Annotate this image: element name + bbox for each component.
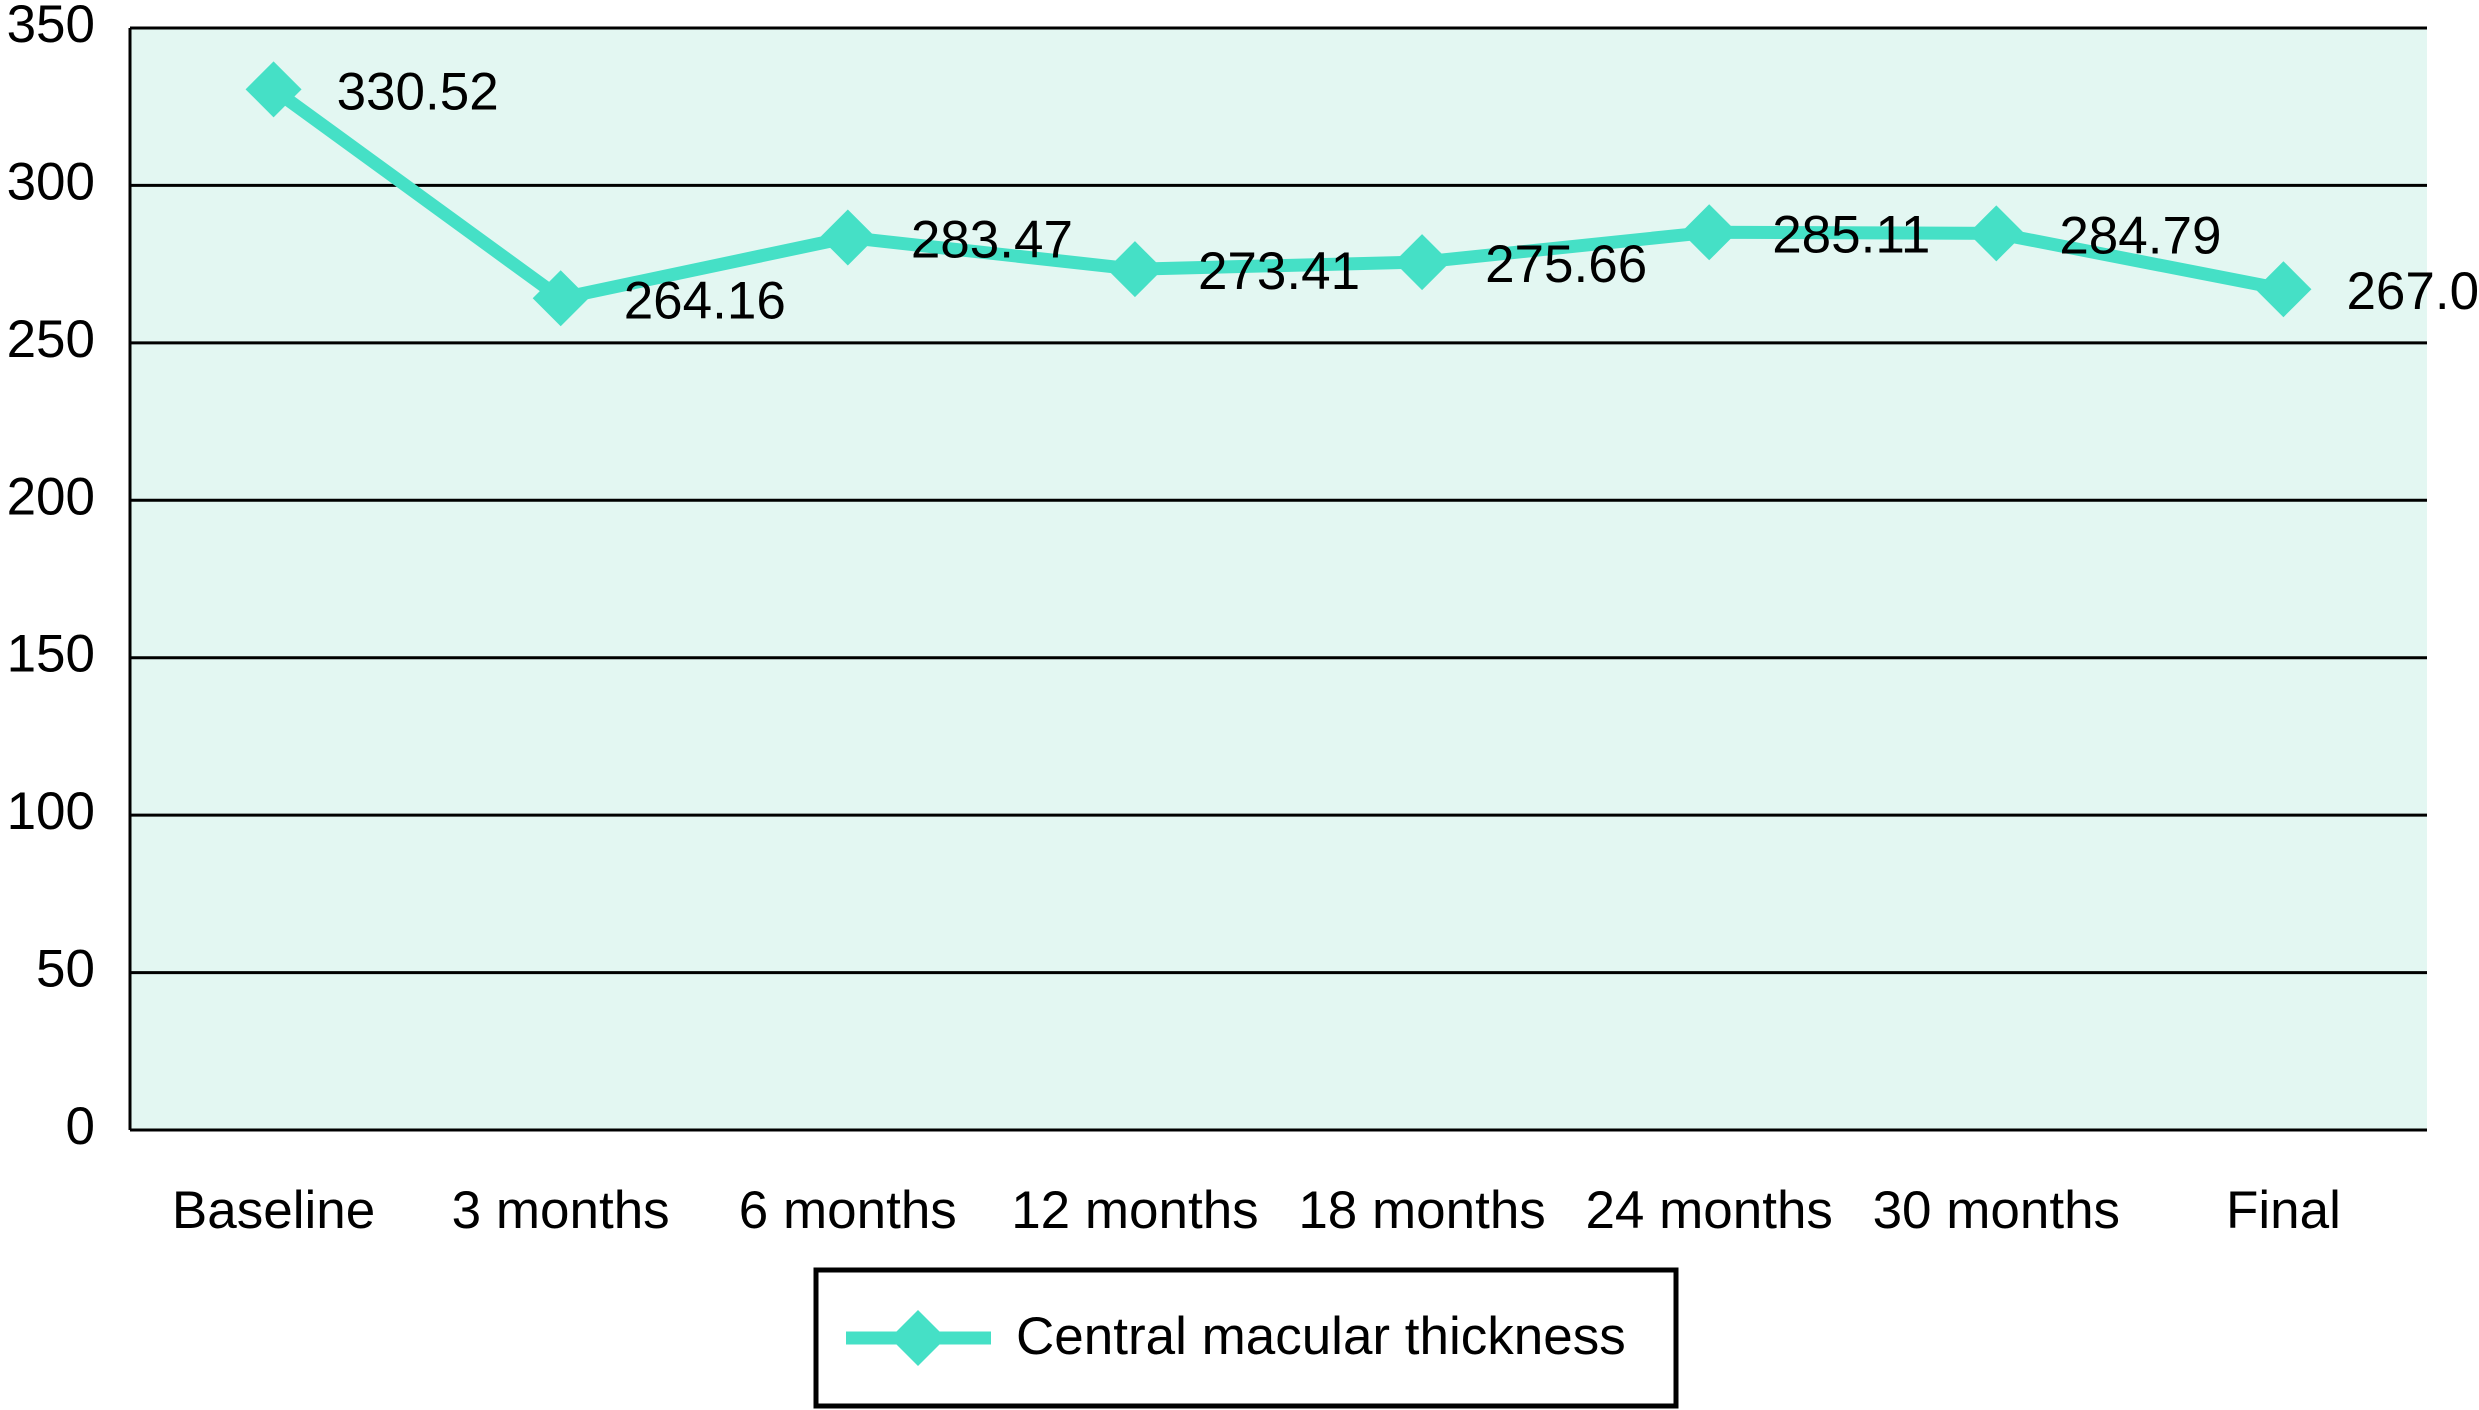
x-tick-label: Baseline (172, 1181, 375, 1240)
y-tick-label: 350 (7, 0, 95, 54)
data-point (1968, 205, 2025, 262)
y-tick-label: 0 (66, 1097, 95, 1156)
y-tick-label: 300 (7, 152, 95, 211)
y-tick-label: 100 (7, 782, 95, 841)
data-label: 273.41 (1198, 242, 1360, 301)
data-point (532, 270, 589, 327)
data-line (269, 84, 2285, 305)
data-label: 285.11 (1772, 205, 1930, 264)
x-tick-label: 30 months (1873, 1181, 2120, 1240)
plot-area (130, 28, 2427, 1130)
data-point (1106, 241, 1163, 298)
legend-label: Central macular thickness (1016, 1307, 1626, 1366)
y-tick-label: 200 (7, 467, 95, 526)
data-label: 275.66 (1485, 235, 1647, 294)
y-tick-label: 250 (7, 310, 95, 369)
data-label: 330.52 (337, 62, 499, 121)
data-label: 267.03 (2346, 262, 2479, 321)
data-label: 264.16 (624, 271, 786, 330)
legend-swatch-marker (890, 1310, 946, 1366)
x-tick-label: 3 months (452, 1181, 670, 1240)
data-point (2255, 261, 2312, 318)
data-point (1394, 234, 1451, 291)
data-label: 284.79 (2059, 206, 2221, 265)
x-tick-label: 12 months (1011, 1181, 1258, 1240)
y-tick-label: 150 (7, 625, 95, 684)
data-point (1681, 204, 1738, 261)
x-tick-label: 24 months (1585, 1181, 1832, 1240)
x-tick-label: 6 months (739, 1181, 957, 1240)
data-point (819, 209, 876, 266)
x-tick-label: 18 months (1298, 1181, 1545, 1240)
y-tick-label: 50 (36, 940, 95, 999)
x-tick-label: Final (2226, 1181, 2341, 1240)
data-point (245, 61, 302, 118)
data-label: 283.47 (911, 210, 1073, 269)
